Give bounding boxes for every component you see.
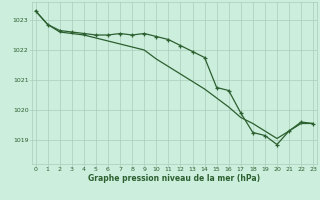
X-axis label: Graphe pression niveau de la mer (hPa): Graphe pression niveau de la mer (hPa) (88, 174, 260, 183)
